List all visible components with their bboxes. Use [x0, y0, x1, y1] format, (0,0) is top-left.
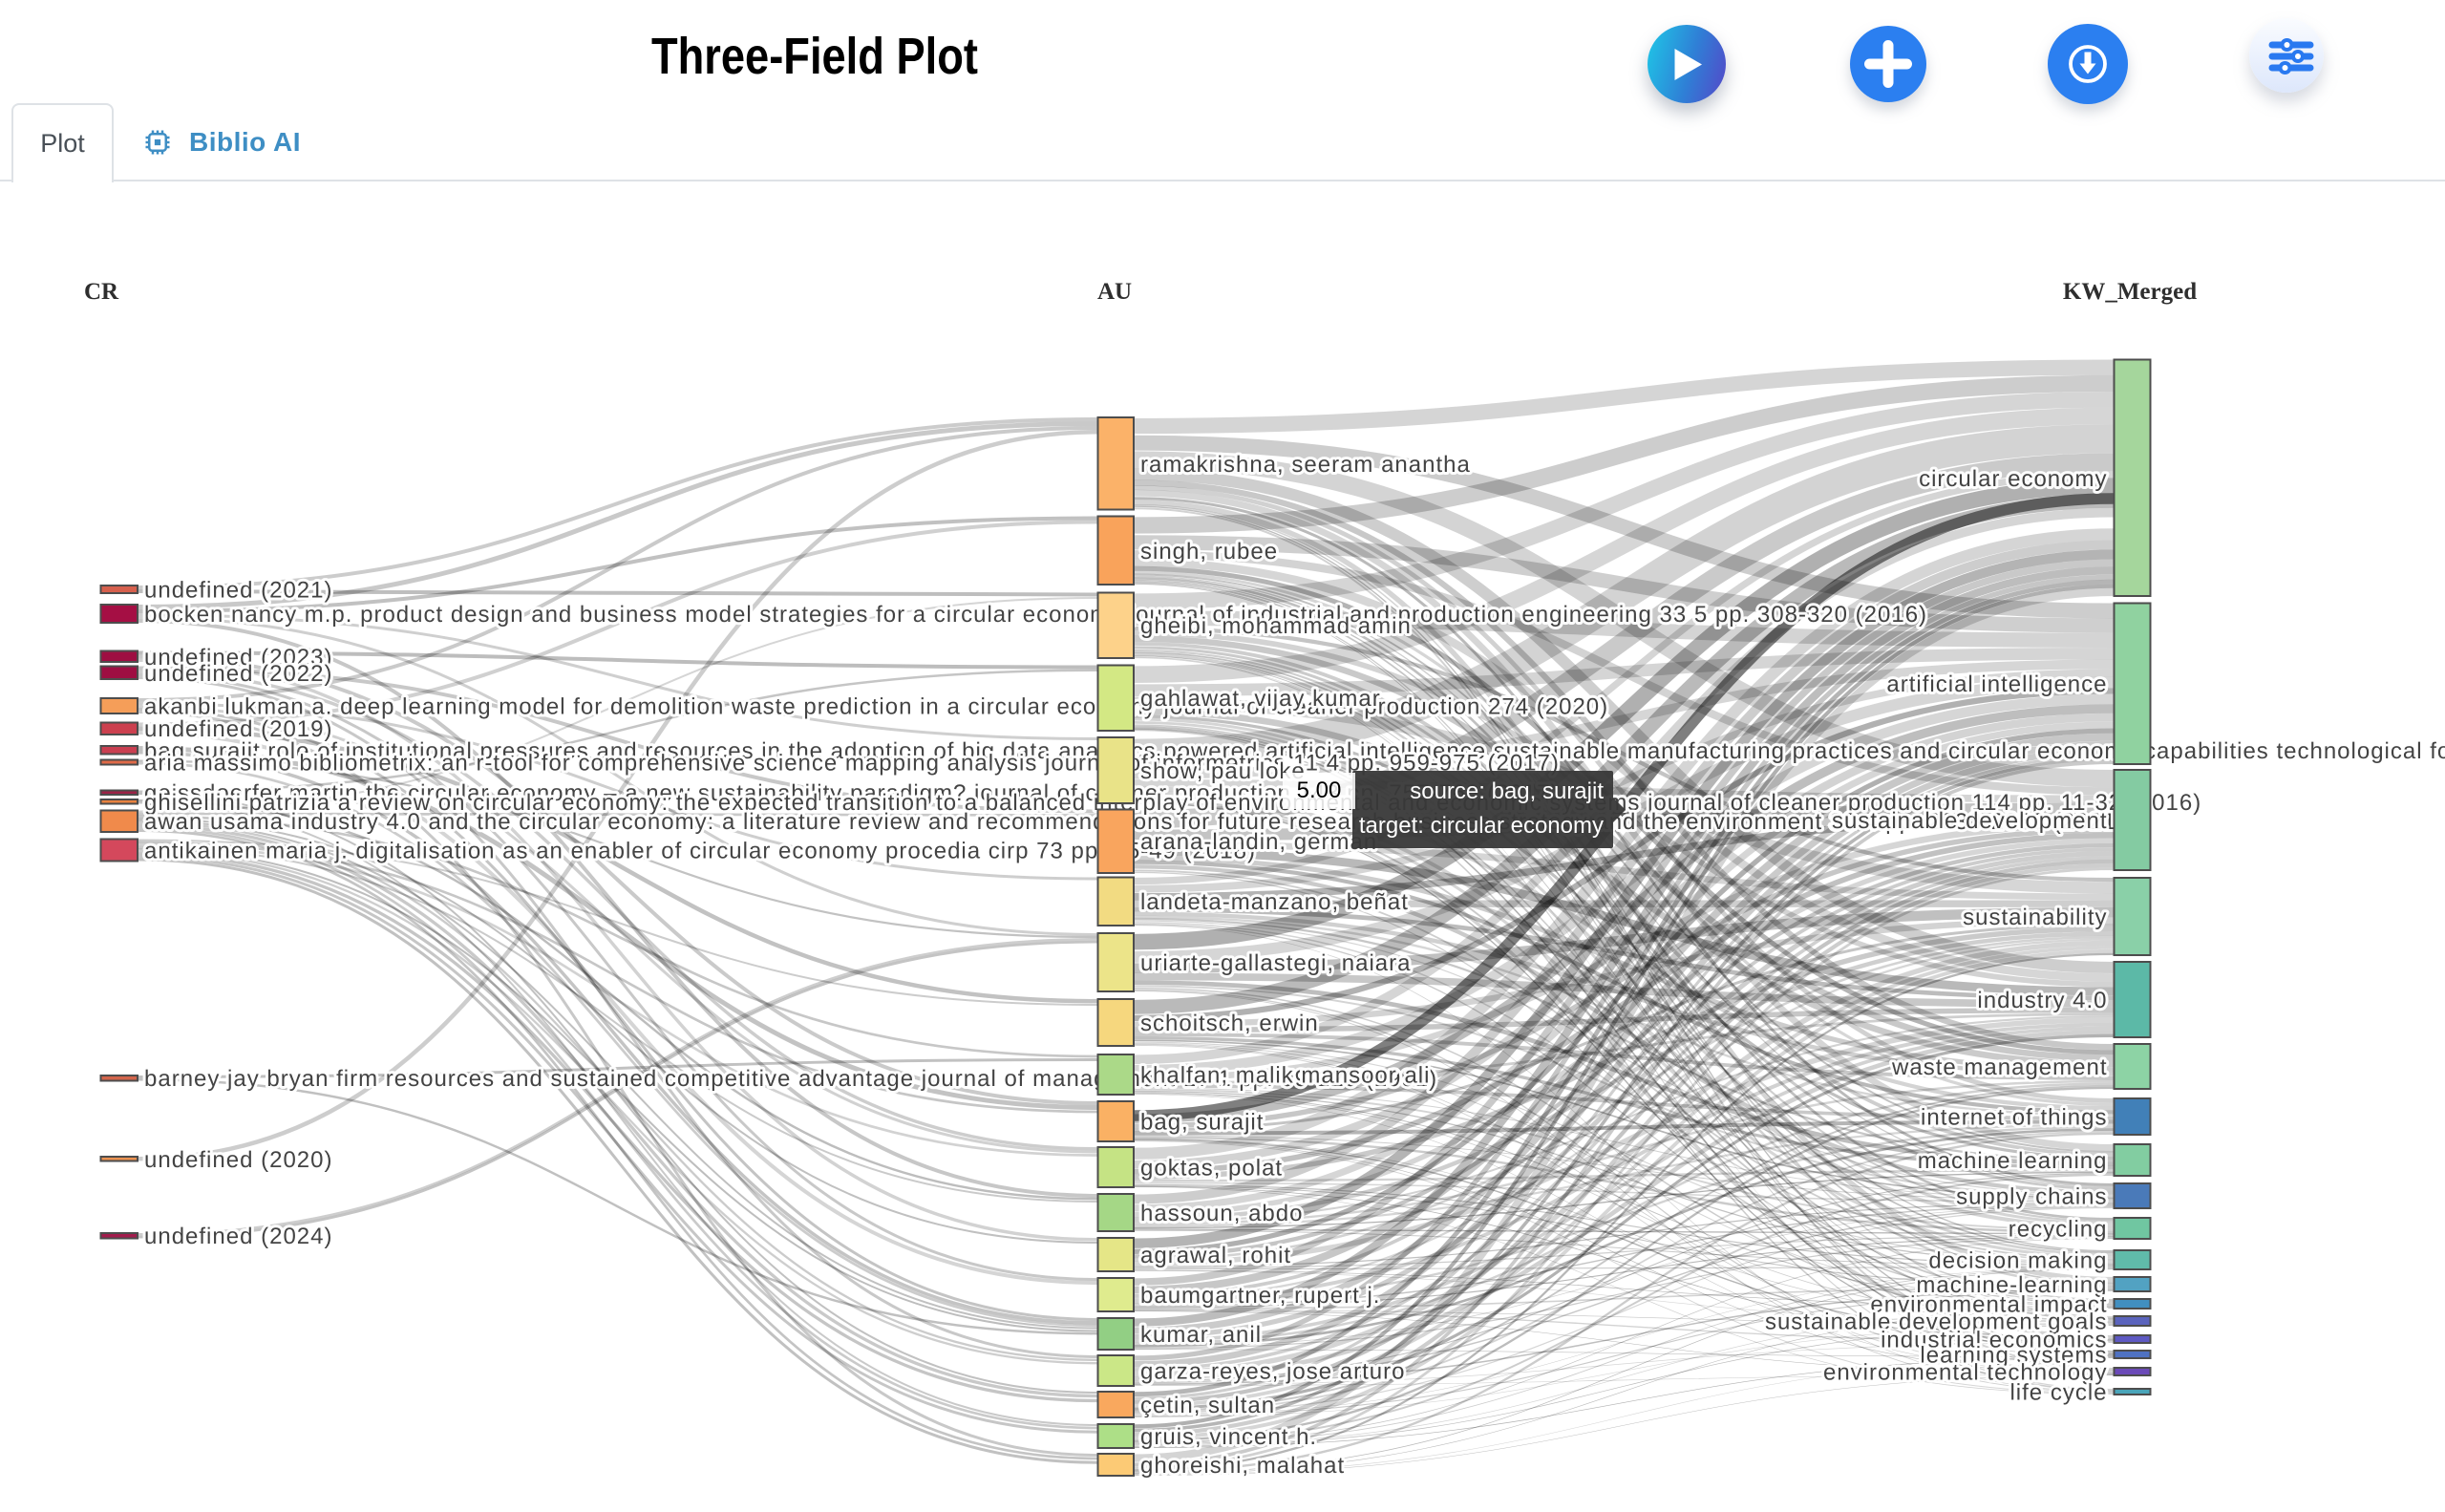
svg-text:AU: AU	[1097, 279, 1132, 305]
svg-text:show, pau loke: show, pau loke	[1140, 758, 1306, 784]
svg-text:KW_Merged: KW_Merged	[2063, 279, 2197, 305]
svg-text:bocken nancy m.p. product desi: bocken nancy m.p. product design and bus…	[144, 602, 1927, 628]
svg-text:environmental technology: environmental technology	[1823, 1360, 2108, 1386]
svg-text:garza-reyes, jose arturo: garza-reyes, jose arturo	[1140, 1359, 1405, 1385]
svg-text:ramakrishna, seeram anantha: ramakrishna, seeram anantha	[1140, 452, 1471, 478]
svg-text:industrial economics: industrial economics	[1881, 1328, 2107, 1353]
svg-text:barney jay bryan firm resource: barney jay bryan firm resources and sust…	[144, 1066, 1437, 1092]
svg-text:baumgartner, rupert j.: baumgartner, rupert j.	[1140, 1283, 1380, 1309]
svg-text:artificial intelligence: artificial intelligence	[1886, 671, 2107, 697]
svg-text:bag surajit role of institutio: bag surajit role of institutional pressu…	[144, 738, 2445, 764]
svg-text:supply chains: supply chains	[1956, 1184, 2107, 1210]
svg-text:khalfan, malik mansoor ali: khalfan, malik mansoor ali	[1140, 1063, 1430, 1089]
svg-text:internet of things: internet of things	[1921, 1105, 2107, 1131]
svg-text:ghoreishi, malahat: ghoreishi, malahat	[1140, 1453, 1345, 1479]
svg-text:gruis, vincent h.: gruis, vincent h.	[1140, 1424, 1317, 1450]
svg-text:decision making: decision making	[1928, 1248, 2107, 1274]
svg-text:goktas, polat: goktas, polat	[1140, 1156, 1283, 1182]
svg-text:undefined (2024): undefined (2024)	[144, 1224, 332, 1249]
svg-text:sustainable development goals: sustainable development goals	[1765, 1310, 2108, 1335]
svg-text:undefined (2023): undefined (2023)	[144, 645, 332, 671]
svg-text:agrawal, rohit: agrawal, rohit	[1140, 1243, 1291, 1268]
svg-text:akanbi lukman a. deep learning: akanbi lukman a. deep learning model for…	[144, 694, 1608, 720]
svg-text:sustainability: sustainability	[1963, 905, 2107, 930]
svg-text:gahlawat, vijay kumar: gahlawat, vijay kumar	[1140, 686, 1381, 712]
svg-text:landeta-manzano, beñat: landeta-manzano, beñat	[1140, 889, 1409, 915]
svg-text:antikainen maria j. digitalisa: antikainen maria j. digitalisation as an…	[144, 839, 1256, 864]
svg-text:schoitsch, erwin: schoitsch, erwin	[1140, 1011, 1319, 1036]
svg-text:environmental impact: environmental impact	[1870, 1292, 2107, 1318]
svg-text:recycling: recycling	[2009, 1217, 2108, 1243]
svg-text:waste management: waste management	[1891, 1054, 2107, 1080]
svg-text:undefined (2021): undefined (2021)	[144, 578, 332, 604]
svg-text:undefined (2020): undefined (2020)	[144, 1147, 332, 1173]
svg-text:machine-learning: machine-learning	[1916, 1272, 2107, 1298]
svg-text:uriarte-gallastegi, naiara: uriarte-gallastegi, naiara	[1140, 950, 1411, 976]
svg-text:industry 4.0: industry 4.0	[1977, 988, 2107, 1013]
svg-text:learning systems: learning systems	[1920, 1343, 2107, 1369]
svg-text:bag, surajit: bag, surajit	[1140, 1110, 1264, 1136]
svg-text:ghisellini patrizia a review o: ghisellini patrizia a review on circular…	[144, 790, 2201, 816]
svg-text:arana-landin, german: arana-landin, german	[1140, 829, 1377, 855]
svg-text:çetin, sultan: çetin, sultan	[1140, 1393, 1275, 1418]
svg-text:machine learning: machine learning	[1918, 1148, 2108, 1174]
svg-text:awan usama industry 4.0 and th: awan usama industry 4.0 and the circular…	[144, 809, 2125, 835]
svg-text:life cycle: life cycle	[2009, 1380, 2107, 1406]
svg-text:gheibi, mohammad amin: gheibi, mohammad amin	[1140, 613, 1412, 639]
svg-text:circular economy: circular economy	[1919, 466, 2107, 492]
svg-text:kumar, anil: kumar, anil	[1140, 1322, 1262, 1348]
svg-text:sustainable development: sustainable development	[1832, 808, 2108, 834]
svg-text:CR: CR	[84, 279, 119, 305]
svg-text:singh, rubee: singh, rubee	[1140, 539, 1278, 564]
svg-text:undefined (2019): undefined (2019)	[144, 716, 332, 742]
svg-text:undefined (2022): undefined (2022)	[144, 661, 332, 687]
svg-text:hassoun, abdo: hassoun, abdo	[1140, 1201, 1303, 1226]
